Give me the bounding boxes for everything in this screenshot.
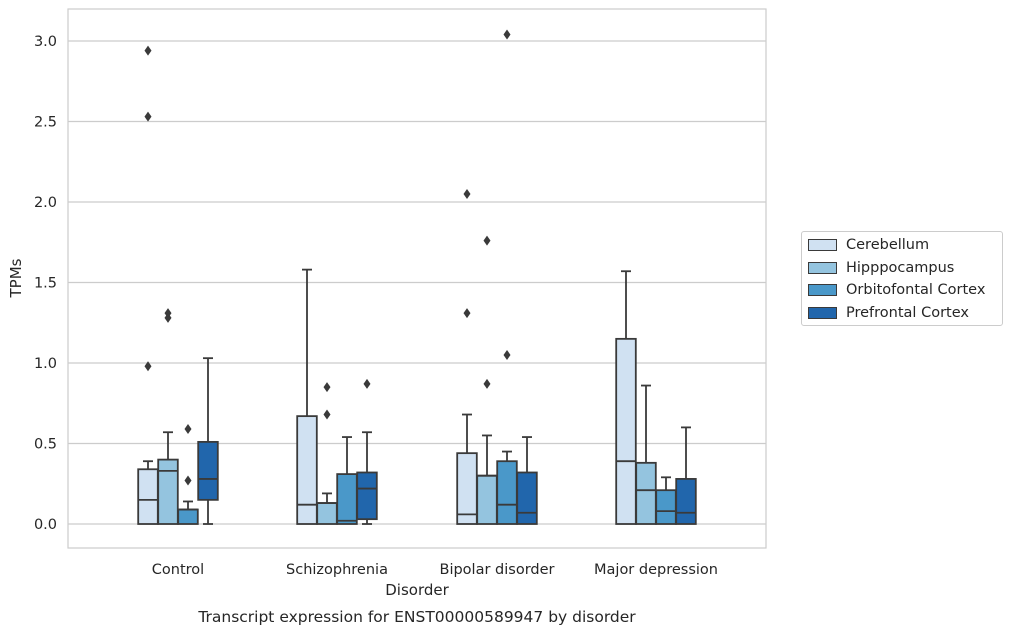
- box-group: [356, 378, 378, 525]
- outlier-point: [144, 361, 152, 372]
- y-tick-label: 3.0: [34, 34, 57, 50]
- box: [476, 474, 498, 525]
- box: [157, 458, 179, 525]
- outlier-point: [144, 111, 152, 122]
- box: [615, 337, 637, 525]
- legend-swatch: [808, 284, 837, 296]
- box: [137, 468, 159, 525]
- box-group: [456, 188, 478, 525]
- x-tick-label: Bipolar disorder: [440, 562, 555, 578]
- box-group: [635, 384, 657, 525]
- outlier-point: [144, 45, 152, 56]
- box: [496, 460, 518, 525]
- legend-item-prefrontal-cortex: Prefrontal Cortex: [808, 304, 969, 322]
- box: [635, 461, 657, 525]
- tick-labels: 0.0 0.5 1.0 1.5 2.0 2.5 3.0 Control Schizophreni…: [34, 34, 718, 578]
- outlier-point: [323, 382, 331, 393]
- outlier-point: [483, 235, 491, 246]
- legend-item-orbitofrontal-cortex: Orbitofontal Cortex: [808, 281, 985, 299]
- y-tick-label: 2.5: [34, 115, 57, 131]
- box-group: [615, 270, 637, 525]
- box-group: [336, 436, 358, 525]
- box: [675, 478, 697, 525]
- y-tick-label: 1.0: [34, 356, 57, 372]
- box: [356, 471, 378, 521]
- legend-item-cerebellum: Cerebellum: [808, 236, 929, 254]
- outlier-point: [164, 308, 172, 319]
- box-group: [197, 357, 219, 525]
- outlier-point: [503, 349, 511, 360]
- legend-label: Prefrontal Cortex: [846, 305, 969, 321]
- chart-title: Transcript expression for ENST0000058994…: [197, 608, 636, 626]
- outlier-point: [463, 188, 471, 199]
- box: [316, 502, 338, 525]
- plot-frame: [67, 8, 767, 549]
- legend-swatch: [808, 239, 837, 251]
- gridlines: [68, 40, 766, 525]
- x-axis-label: Disorder: [385, 581, 449, 599]
- legend-label: Cerebellum: [846, 237, 930, 253]
- outlier-point: [363, 378, 371, 389]
- outlier-point: [483, 378, 491, 389]
- box-group: [296, 268, 318, 525]
- legend-label: Hipppocampus: [846, 260, 955, 276]
- outlier-point: [463, 308, 471, 319]
- outlier-point: [503, 29, 511, 40]
- legend-swatch: [808, 307, 837, 319]
- y-axis-label: TPMs: [7, 258, 25, 298]
- box: [177, 508, 199, 525]
- x-tick-label: Major depression: [594, 562, 718, 578]
- box: [655, 489, 677, 525]
- outlier-point: [184, 424, 192, 435]
- legend-label: Orbitofontal Cortex: [846, 282, 986, 298]
- box-group: [316, 382, 338, 525]
- box: [197, 440, 219, 501]
- box-group: [516, 436, 538, 525]
- box-group: [655, 476, 677, 525]
- box-group: [137, 45, 159, 525]
- y-tick-label: 1.5: [34, 276, 57, 292]
- box: [516, 471, 538, 525]
- box: [296, 415, 318, 525]
- box-group: [496, 29, 518, 525]
- box-group: [476, 235, 498, 525]
- box-group: [177, 424, 199, 525]
- outlier-point: [184, 475, 192, 486]
- y-tick-label: 0.5: [34, 437, 57, 453]
- box: [456, 452, 478, 525]
- legend: Cerebellum Hipppocampus Orbitofontal Cor…: [801, 231, 1003, 326]
- box-group: [675, 426, 697, 525]
- boxes: [137, 29, 697, 525]
- outlier-point: [323, 409, 331, 420]
- legend-item-hippocampus: Hipppocampus: [808, 259, 954, 277]
- y-tick-label: 2.0: [34, 195, 57, 211]
- box-group: [157, 308, 179, 525]
- box: [336, 473, 358, 525]
- x-tick-label: Schizophrenia: [286, 562, 388, 578]
- legend-swatch: [808, 262, 837, 274]
- x-tick-label: Control: [152, 562, 204, 578]
- y-tick-label: 0.0: [34, 517, 57, 533]
